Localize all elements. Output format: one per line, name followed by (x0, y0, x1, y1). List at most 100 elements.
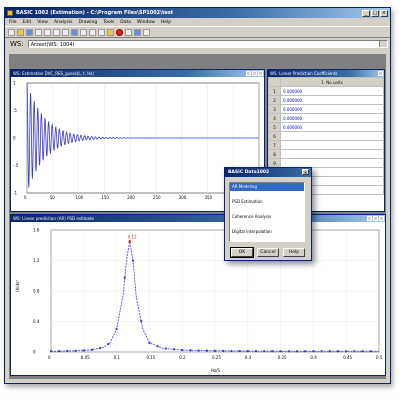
psd-point (82, 349, 85, 352)
minimize-icon[interactable] (367, 216, 372, 221)
menu-drawing[interactable]: Drawing (78, 19, 98, 25)
row-header[interactable]: 3 (268, 104, 281, 114)
list-item-coherence-analysis[interactable]: Coherence Analysis (232, 214, 272, 219)
copy-icon[interactable] (53, 28, 60, 36)
row-header[interactable]: 8 (268, 149, 281, 159)
row-header[interactable]: 4 (268, 113, 281, 123)
psd-window[interactable]: WS: Linear prediction (AR) PSD estimate … (10, 214, 386, 376)
dialog-close-button[interactable]: × (302, 169, 309, 175)
table-row[interactable]: 1 0.000000 (268, 86, 384, 96)
list-item-psd-estimation[interactable]: PSD Estimation (232, 199, 263, 204)
open-folder-icon[interactable] (17, 28, 24, 36)
print-icon[interactable] (35, 28, 42, 36)
menu-bar: File Edit View Analysis Drawing Tools Da… (5, 18, 390, 26)
minimize-button[interactable]: _ (362, 9, 370, 17)
coefficient-cell[interactable]: 0.000000 (280, 104, 384, 114)
dialog-titlebar[interactable]: BASIC Data1002 × (225, 168, 311, 177)
minimize-icon[interactable] (246, 71, 251, 76)
menu-analysis[interactable]: Analysis (53, 19, 73, 25)
close-icon[interactable] (258, 71, 263, 76)
workspace-select[interactable]: Arzest(WS: 1004) (27, 40, 388, 48)
menu-view[interactable]: View (37, 19, 48, 25)
coefficients-titlebar[interactable]: WS: Linear Prediction Coefficients (268, 70, 384, 77)
psd-titlebar[interactable]: WS: Linear prediction (AR) PSD estimate (11, 215, 385, 222)
mdi-area: WS: Estimation DVC_RES_guess(L, t, Hz) 0… (9, 54, 386, 379)
table-row[interactable]: 6 (268, 131, 384, 141)
save-icon[interactable] (26, 28, 33, 36)
coefficient-cell[interactable]: 0.000000 (280, 86, 384, 96)
toolbar (5, 26, 390, 38)
maximize-icon[interactable] (252, 71, 257, 76)
table-row[interactable]: 8 (268, 149, 384, 159)
list-item-ar-modeling[interactable]: AR Modeling (230, 183, 304, 191)
coefficient-cell[interactable]: 0.000000 (280, 113, 384, 123)
menu-edit[interactable]: Edit (22, 19, 32, 25)
y-tick-label: 0.4 (33, 319, 40, 324)
y-tick-label: 1.6 (33, 228, 40, 233)
new-file-icon[interactable] (8, 28, 15, 36)
table-row[interactable]: 7 (268, 140, 384, 150)
psd-point (279, 350, 282, 353)
row-header[interactable]: 7 (268, 140, 281, 150)
table-row[interactable]: 4 0.000000 (268, 113, 384, 123)
psd-point (271, 350, 274, 353)
table-row[interactable]: 2 0.000000 (268, 95, 384, 105)
paste-icon[interactable] (62, 28, 69, 36)
workspace-value: Arzest(WS: 1004) (30, 42, 75, 48)
coefficient-cell[interactable] (280, 149, 384, 159)
maximize-icon[interactable] (373, 216, 378, 221)
table-row[interactable]: 5 0.000000 (268, 122, 384, 132)
row-header[interactable]: 2 (268, 95, 281, 105)
time-series-window[interactable]: WS: Estimation DVC_RES_guess(L, t, Hz) 0… (10, 69, 265, 212)
close-icon[interactable] (379, 216, 384, 221)
row-header[interactable]: 1 (268, 86, 281, 96)
menu-tools[interactable]: Tools (103, 19, 115, 25)
bookmark-icon[interactable] (107, 28, 114, 36)
psd-point (99, 347, 102, 350)
x-tick-label: 0 (24, 195, 27, 200)
ok-button[interactable]: OK (230, 247, 254, 258)
workspace-icon[interactable] (98, 28, 105, 36)
stop-icon[interactable] (116, 28, 123, 36)
row-header[interactable]: 5 (268, 122, 281, 132)
help-icon[interactable] (134, 28, 141, 36)
coefficient-cell[interactable]: 0.000000 (280, 95, 384, 105)
close-button[interactable]: × (380, 9, 388, 17)
cancel-button[interactable]: Cancel (257, 248, 279, 257)
psd-point (296, 350, 298, 353)
menu-data[interactable]: Data (120, 19, 132, 25)
chart-icon[interactable] (71, 28, 78, 36)
y-tick-label: -1 (13, 191, 17, 196)
coefficient-cell[interactable]: 0.000000 (280, 122, 384, 132)
close-icon[interactable] (378, 71, 383, 76)
x-tick-label: 250 (153, 195, 161, 200)
coefficient-cell[interactable] (280, 140, 384, 150)
time-series-plot: 0501001502002503003504004501.50-.5-1 (13, 81, 264, 201)
list-item-digital-interpolation[interactable]: Digital Interpolation (232, 229, 272, 234)
help-button[interactable]: Help (283, 248, 305, 257)
graph-icon[interactable] (89, 28, 96, 36)
menu-file[interactable]: File (9, 19, 17, 25)
time-series-titlebar[interactable]: WS: Estimation DVC_RES_guess(L, t, Hz) (11, 70, 264, 77)
menu-help[interactable]: Help (160, 19, 172, 25)
menu-window[interactable]: Window (137, 19, 155, 25)
maximize-button[interactable]: □ (371, 9, 379, 17)
column-header[interactable]: 1. No units (280, 77, 384, 87)
psd-point (189, 349, 192, 352)
settings-icon[interactable] (143, 28, 150, 36)
main-window: BASIC 1002 (Estimation) - C:\Program Fil… (4, 7, 391, 384)
window-titlebar[interactable]: BASIC 1002 (Estimation) - C:\Program Fil… (5, 8, 390, 18)
y-tick-label: 0 (13, 136, 16, 141)
analysis-list[interactable]: AR Modeling PSD Estimation Coherence Ana… (229, 182, 305, 242)
pointer-icon[interactable] (125, 28, 132, 36)
row-header[interactable]: 6 (268, 131, 281, 141)
time-series-title: WS: Estimation DVC_RES_guess(L, t, Hz) (13, 71, 94, 76)
coefficient-cell[interactable] (280, 131, 384, 141)
psd-point (58, 350, 61, 353)
chevron-down-icon[interactable] (378, 41, 387, 47)
cut-icon[interactable] (44, 28, 51, 36)
y-tick-label: 0.8 (33, 289, 40, 294)
workspace-label: WS: (10, 40, 24, 48)
table-icon[interactable] (80, 28, 87, 36)
table-row[interactable]: 3 0.000000 (268, 104, 384, 114)
